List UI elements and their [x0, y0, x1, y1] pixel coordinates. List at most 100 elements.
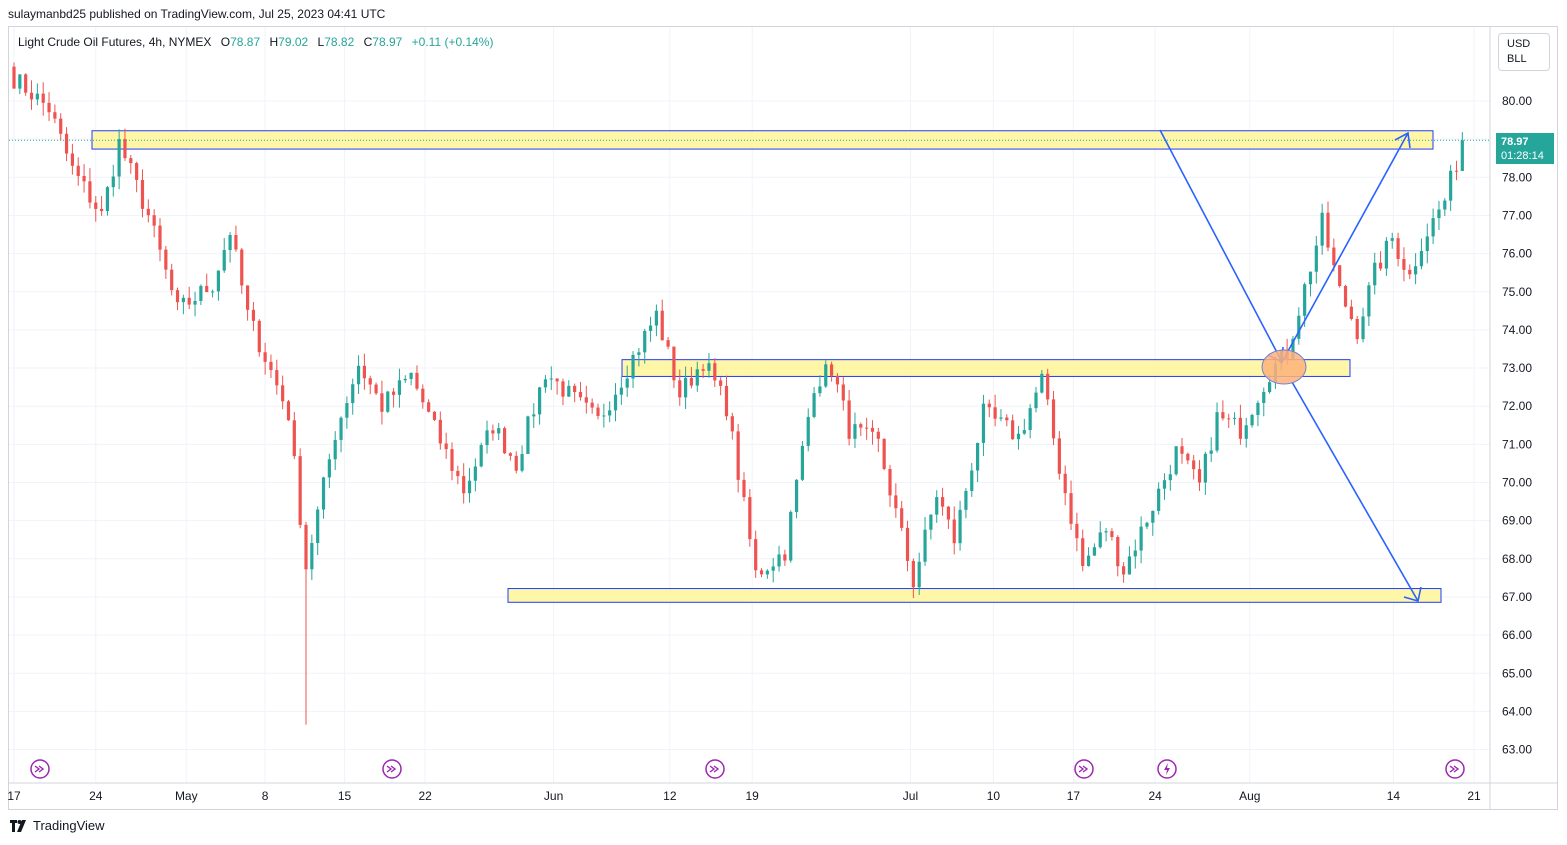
- candle: [152, 209, 156, 238]
- candle: [502, 426, 507, 455]
- candle-body: [882, 438, 886, 469]
- candle: [648, 316, 653, 342]
- candle-body: [602, 415, 606, 417]
- candle-body: [1040, 373, 1044, 393]
- candle-body: [234, 235, 238, 250]
- candle: [1139, 516, 1143, 564]
- candle: [415, 365, 419, 391]
- candle: [987, 399, 991, 418]
- candle: [631, 351, 635, 389]
- x-tick-label: 12: [663, 789, 677, 803]
- candle-body: [952, 519, 956, 544]
- x-tick-label: Jul: [903, 789, 918, 803]
- candle-body: [386, 391, 390, 412]
- candle: [432, 411, 437, 422]
- candle: [981, 394, 986, 456]
- candle: [672, 346, 676, 388]
- candle-body: [619, 387, 623, 395]
- candle: [327, 453, 331, 488]
- candle: [952, 506, 956, 555]
- candle: [1396, 232, 1400, 267]
- candle-body: [1256, 402, 1260, 416]
- candle: [713, 358, 717, 388]
- candle-body: [783, 554, 787, 561]
- candle-body: [999, 417, 1003, 419]
- candle: [1057, 431, 1061, 480]
- candle: [1203, 451, 1207, 495]
- forward-event-icon: [1074, 759, 1094, 779]
- candle: [1174, 446, 1178, 476]
- candle-body: [88, 181, 92, 203]
- candle-body: [1051, 399, 1056, 439]
- candle-body: [713, 363, 717, 381]
- candle: [958, 500, 962, 551]
- candle: [135, 161, 139, 193]
- candle: [894, 483, 898, 518]
- candle: [53, 104, 57, 124]
- candle: [905, 520, 910, 572]
- candle-body: [672, 346, 676, 381]
- candle: [181, 294, 185, 315]
- candle-body: [450, 449, 454, 471]
- candle-body: [1419, 251, 1424, 267]
- candle: [123, 128, 127, 161]
- candle: [1338, 265, 1342, 288]
- candle: [216, 270, 220, 301]
- candle: [1361, 307, 1365, 343]
- candle: [187, 286, 191, 310]
- candle-body: [608, 410, 612, 416]
- x-tick-label: 15: [338, 789, 352, 803]
- candle: [1133, 539, 1137, 569]
- candle: [374, 382, 378, 395]
- candle: [1104, 527, 1108, 542]
- candle: [789, 510, 793, 563]
- currency-unit-button[interactable]: USD BLL: [1498, 33, 1550, 71]
- candle-body: [1046, 373, 1050, 400]
- candle: [462, 463, 466, 504]
- candle: [608, 401, 612, 423]
- candle: [210, 289, 215, 298]
- candle-body: [216, 270, 220, 292]
- candle: [222, 238, 226, 273]
- candle-body: [64, 133, 69, 154]
- candle-body: [175, 290, 180, 303]
- candle: [304, 521, 308, 725]
- candle: [701, 364, 705, 379]
- candle-body: [900, 508, 904, 528]
- candle-body: [1402, 258, 1406, 270]
- x-tick-label: 21: [1467, 789, 1481, 803]
- candle-body: [719, 380, 723, 386]
- forward-event-icon: [382, 759, 402, 779]
- candle-body: [392, 391, 396, 395]
- candle: [1256, 400, 1260, 427]
- candle-body: [684, 377, 688, 398]
- candle-body: [526, 416, 530, 454]
- candle: [1157, 482, 1161, 515]
- candle: [82, 164, 86, 193]
- candle: [497, 422, 501, 441]
- change-value: +0.11 (+0.14%): [411, 35, 494, 49]
- candle: [835, 373, 840, 393]
- candle-body: [724, 385, 729, 417]
- x-tick-label: 10: [987, 789, 1001, 803]
- candle-body: [421, 388, 425, 403]
- footer-brand[interactable]: TradingView: [10, 818, 105, 833]
- candle: [64, 127, 69, 162]
- candle-body: [835, 375, 840, 385]
- candle: [1262, 387, 1266, 417]
- candle: [578, 381, 583, 401]
- open-value: 78.87: [230, 35, 261, 49]
- candle-body: [1057, 438, 1061, 474]
- candle: [783, 549, 787, 566]
- candle-body: [888, 468, 892, 496]
- candle-body: [170, 269, 174, 291]
- candle-body: [859, 424, 863, 428]
- candle: [678, 369, 682, 406]
- candle: [637, 347, 641, 367]
- candle: [1016, 426, 1021, 450]
- candle-body: [987, 403, 991, 408]
- candle-body: [1075, 523, 1079, 539]
- candle: [514, 451, 518, 474]
- candle-body: [1069, 493, 1073, 524]
